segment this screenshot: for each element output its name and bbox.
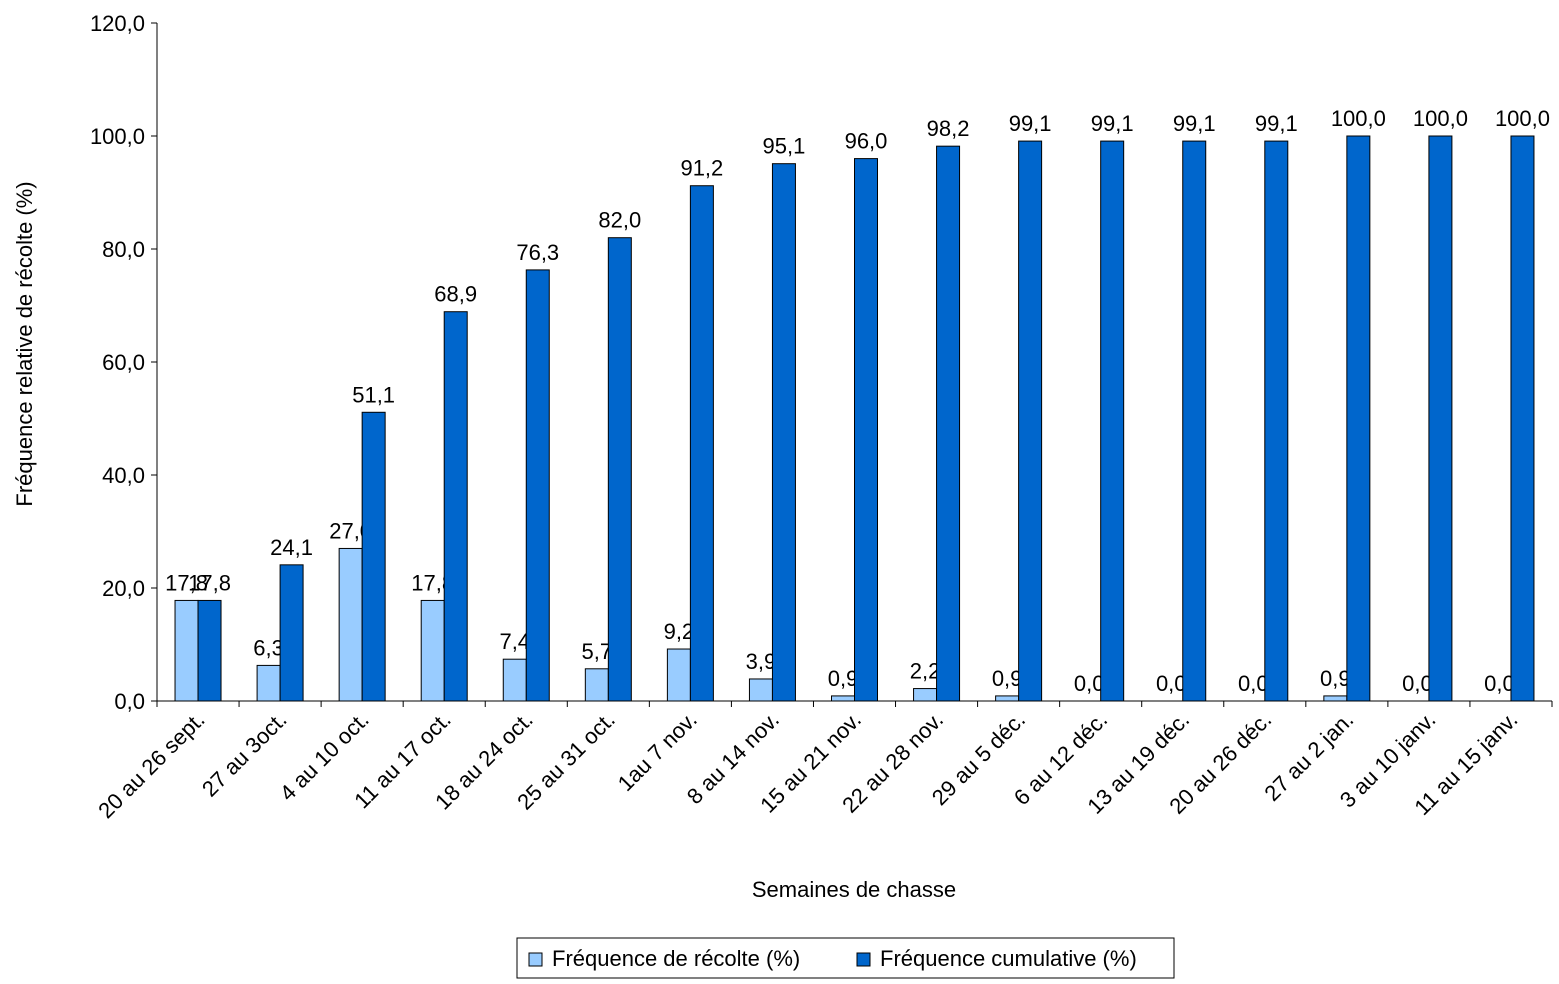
data-label-harvest: 7,4 <box>499 629 530 654</box>
legend-swatch-cumulative <box>856 952 871 967</box>
bar-harvest <box>666 648 691 702</box>
data-label-cumulative: 98,2 <box>927 116 970 141</box>
bar-harvest <box>1323 695 1348 702</box>
bar-cumulative <box>854 158 878 702</box>
data-label-cumulative: 100,0 <box>1331 106 1386 131</box>
x-axis-title: Semaines de chasse <box>752 877 956 902</box>
bar-harvest <box>831 695 855 702</box>
data-label-harvest: 0,9 <box>992 666 1023 691</box>
bar-harvest <box>256 664 281 702</box>
data-label-cumulative: 24,1 <box>270 535 313 560</box>
data-label-cumulative: 95,1 <box>763 134 806 159</box>
bar-cumulative <box>443 311 468 702</box>
y-tick-label: 60,0 <box>102 350 145 375</box>
legend: Fréquence de récolte (%) Fréquence cumul… <box>516 937 1175 979</box>
y-tick-label: 20,0 <box>102 576 145 601</box>
data-label-cumulative: 99,1 <box>1255 111 1298 136</box>
data-label-harvest: 6,3 <box>253 635 284 660</box>
bar-harvest <box>584 668 609 702</box>
data-label-cumulative: 17,8 <box>188 570 231 595</box>
y-tick-label: 80,0 <box>102 237 145 262</box>
y-tick-label: 100,0 <box>90 124 145 149</box>
data-label-harvest: 0,0 <box>1402 671 1433 696</box>
bar-harvest <box>995 695 1020 702</box>
data-label-cumulative: 100,0 <box>1495 106 1550 131</box>
bar-cumulative <box>279 564 304 702</box>
y-tick-label: 120,0 <box>90 11 145 36</box>
data-label-harvest: 2,2 <box>910 659 941 684</box>
bar-cumulative <box>771 163 796 702</box>
data-label-cumulative: 100,0 <box>1413 106 1468 131</box>
legend-box <box>516 937 1175 979</box>
plot-area: 0,0 20,0 40,0 60,0 80,0 100,0 120,0 17,817,8 20 … <box>90 11 1553 823</box>
x-tick-label: 20 au 26 sept. <box>93 707 209 823</box>
bar-harvest <box>913 688 938 702</box>
bar-cumulative <box>1018 140 1043 702</box>
bar-harvest <box>338 547 363 702</box>
data-label-harvest: 0,0 <box>1156 671 1187 696</box>
legend-swatch-harvest <box>528 952 543 967</box>
data-label-harvest: 0,9 <box>1320 666 1351 691</box>
data-label-harvest: 5,7 <box>582 639 613 664</box>
data-label-cumulative: 51,1 <box>352 382 395 407</box>
y-tick-label: 0,0 <box>114 689 145 714</box>
bar-harvest <box>174 599 199 702</box>
bar-cumulative <box>361 411 386 702</box>
bar-harvest <box>502 658 527 702</box>
bar-cumulative <box>1100 140 1125 702</box>
bar-cumulative <box>936 145 961 702</box>
bar-cumulative <box>1510 135 1535 702</box>
y-tick-label: 40,0 <box>102 463 145 488</box>
bar-cumulative <box>197 599 222 702</box>
data-label-cumulative: 91,2 <box>680 156 723 181</box>
y-axis-title: Fréquence relative de récolte (%) <box>12 181 37 506</box>
bar-harvest <box>748 678 773 702</box>
data-label-cumulative: 99,1 <box>1009 111 1052 136</box>
bar-harvest <box>420 599 445 702</box>
data-label-cumulative: 99,1 <box>1091 111 1134 136</box>
data-label-harvest: 0,9 <box>828 666 859 691</box>
data-label-cumulative: 82,0 <box>598 208 641 233</box>
bar-cumulative <box>1428 135 1453 702</box>
bar-cumulative <box>689 185 714 702</box>
bar-cumulative <box>607 237 632 702</box>
x-tick-label: 1au 7 nov. <box>613 707 702 796</box>
bar-cumulative <box>1346 135 1371 702</box>
data-label-cumulative: 68,9 <box>434 282 477 307</box>
bar-cumulative <box>1182 140 1207 702</box>
data-label-harvest: 0,0 <box>1238 671 1269 696</box>
bar-cumulative <box>525 269 550 702</box>
legend-label-cumulative: Fréquence cumulative (%) <box>880 946 1137 971</box>
data-label-harvest: 3,9 <box>746 649 777 674</box>
data-label-harvest: 17,8 <box>165 570 208 595</box>
data-label-cumulative: 99,1 <box>1173 111 1216 136</box>
data-label-cumulative: 96,0 <box>845 129 888 154</box>
bar-cumulative <box>1264 140 1289 702</box>
legend-label-harvest: Fréquence de récolte (%) <box>552 946 800 971</box>
data-label-harvest: 9,2 <box>664 619 695 644</box>
data-label-harvest: 0,0 <box>1484 671 1515 696</box>
data-label-harvest: 0,0 <box>1074 671 1105 696</box>
data-label-cumulative: 76,3 <box>516 240 559 265</box>
